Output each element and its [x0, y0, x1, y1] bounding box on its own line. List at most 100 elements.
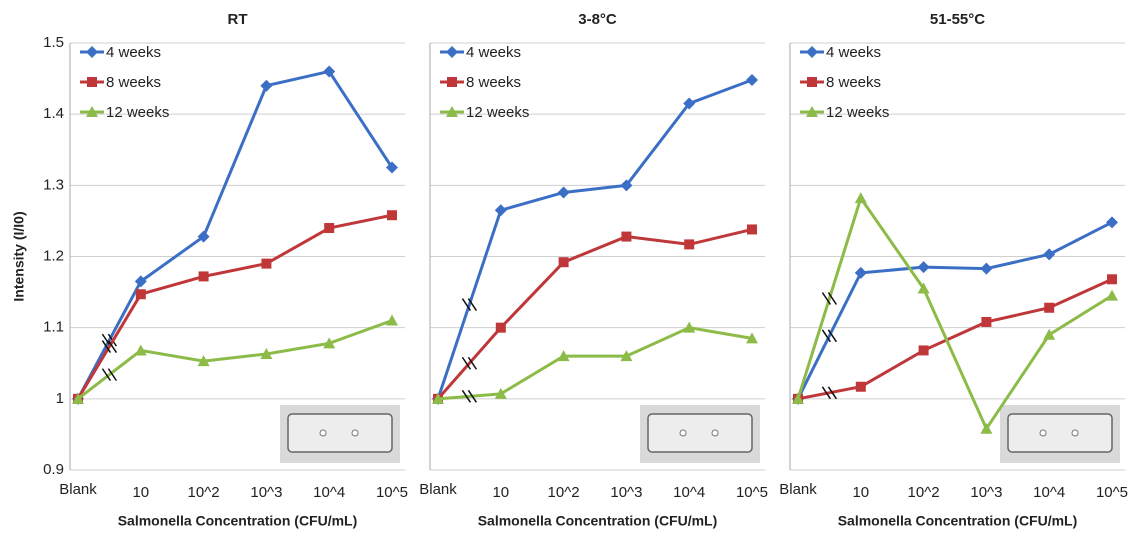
series-line — [437, 326, 753, 401]
marker — [917, 282, 930, 294]
break-mark — [821, 292, 832, 305]
x-tick-label: 10^4 — [313, 484, 345, 501]
marker — [494, 204, 507, 217]
series-line — [796, 221, 1113, 400]
strip — [647, 413, 753, 453]
legend-label: 8 weeks — [106, 74, 161, 91]
marker — [855, 381, 866, 392]
chart-title: RT — [228, 11, 248, 28]
legend-label: 12 weeks — [466, 104, 529, 121]
series-line — [77, 319, 393, 401]
break-mark — [827, 292, 838, 305]
marker — [134, 344, 147, 356]
x-tick-label: 10^5 — [1096, 484, 1128, 501]
legend-label: 4 weeks — [826, 44, 881, 61]
marker — [746, 74, 758, 87]
marker — [1106, 289, 1118, 301]
marker — [386, 161, 398, 174]
y-tick-label: 0.9 — [43, 461, 64, 478]
strip-dot — [679, 429, 687, 437]
chart-title: 51-55°C — [930, 11, 985, 28]
marker — [134, 275, 147, 288]
marker — [387, 210, 397, 221]
marker — [557, 350, 570, 362]
y-tick-label: 1.5 — [43, 34, 64, 51]
break-mark — [467, 356, 478, 370]
break-mark — [821, 386, 832, 400]
strip-dot — [1071, 429, 1079, 437]
legend-label: 8 weeks — [826, 74, 881, 91]
marker — [746, 332, 758, 344]
marker — [323, 337, 336, 349]
x-tick-label: Blank — [59, 481, 97, 498]
strip-dot — [711, 429, 719, 437]
x-tick-label: 10^3 — [610, 484, 642, 501]
marker — [980, 422, 993, 434]
marker — [446, 106, 458, 117]
marker — [86, 46, 98, 58]
x-tick-label: 10^3 — [970, 484, 1002, 501]
break-mark — [101, 340, 112, 353]
marker — [261, 258, 272, 269]
x-axis-label: Salmonella Concentration (CFU/mL) — [838, 513, 1078, 529]
marker — [323, 65, 336, 78]
series-line — [796, 194, 1113, 432]
x-tick-label: 10^2 — [908, 484, 940, 501]
marker — [620, 179, 633, 192]
marker — [854, 192, 867, 204]
chart-title: 3-8°C — [578, 11, 617, 28]
x-tick-label: 10^2 — [188, 484, 220, 501]
y-tick-label: 1.4 — [43, 105, 64, 122]
break-mark — [461, 389, 472, 403]
legend-label: 12 weeks — [826, 104, 889, 121]
x-tick-label: Blank — [419, 481, 457, 498]
y-tick-label: 1.2 — [43, 247, 64, 264]
break-mark — [101, 368, 112, 382]
marker — [683, 321, 696, 333]
break-mark — [101, 333, 112, 347]
marker — [980, 262, 993, 275]
marker — [86, 106, 98, 117]
strip — [1007, 413, 1113, 453]
strip-image — [640, 405, 760, 463]
marker — [446, 46, 458, 58]
break-mark — [467, 389, 478, 403]
strip-dot — [351, 429, 359, 437]
y-axis-label: Intensity (I/I0) — [11, 211, 27, 301]
marker — [135, 289, 146, 300]
x-tick-label: 10^4 — [673, 484, 705, 501]
break-mark — [827, 329, 838, 343]
break-mark — [827, 386, 838, 400]
marker — [747, 224, 757, 235]
marker — [1044, 302, 1055, 313]
x-tick-label: 10^5 — [736, 484, 768, 501]
marker — [1107, 274, 1117, 285]
marker — [324, 223, 335, 234]
series-line — [76, 69, 394, 400]
x-tick-label: 10 — [492, 484, 509, 501]
y-tick-label: 1 — [56, 390, 64, 407]
marker — [854, 266, 867, 279]
x-tick-label: 10^3 — [250, 484, 282, 501]
x-axis-label: Salmonella Concentration (CFU/mL) — [478, 513, 718, 529]
marker — [1043, 248, 1056, 261]
break-mark — [107, 368, 118, 382]
marker — [620, 350, 633, 362]
x-tick-label: 10^5 — [376, 484, 408, 501]
legend-label: 8 weeks — [466, 74, 521, 91]
x-tick-label: 10 — [132, 484, 149, 501]
break-mark — [461, 356, 472, 370]
marker — [683, 97, 696, 110]
x-tick-label: 10 — [852, 484, 869, 501]
strip-dot — [1039, 429, 1047, 437]
break-mark — [107, 340, 118, 353]
break-mark — [821, 329, 832, 343]
marker — [1043, 328, 1056, 340]
series-line — [436, 227, 753, 400]
marker — [806, 46, 818, 58]
strip-image — [280, 405, 400, 463]
y-tick-label: 1.1 — [43, 319, 64, 336]
marker — [197, 355, 210, 367]
x-tick-label: Blank — [779, 481, 817, 498]
marker — [197, 230, 210, 243]
